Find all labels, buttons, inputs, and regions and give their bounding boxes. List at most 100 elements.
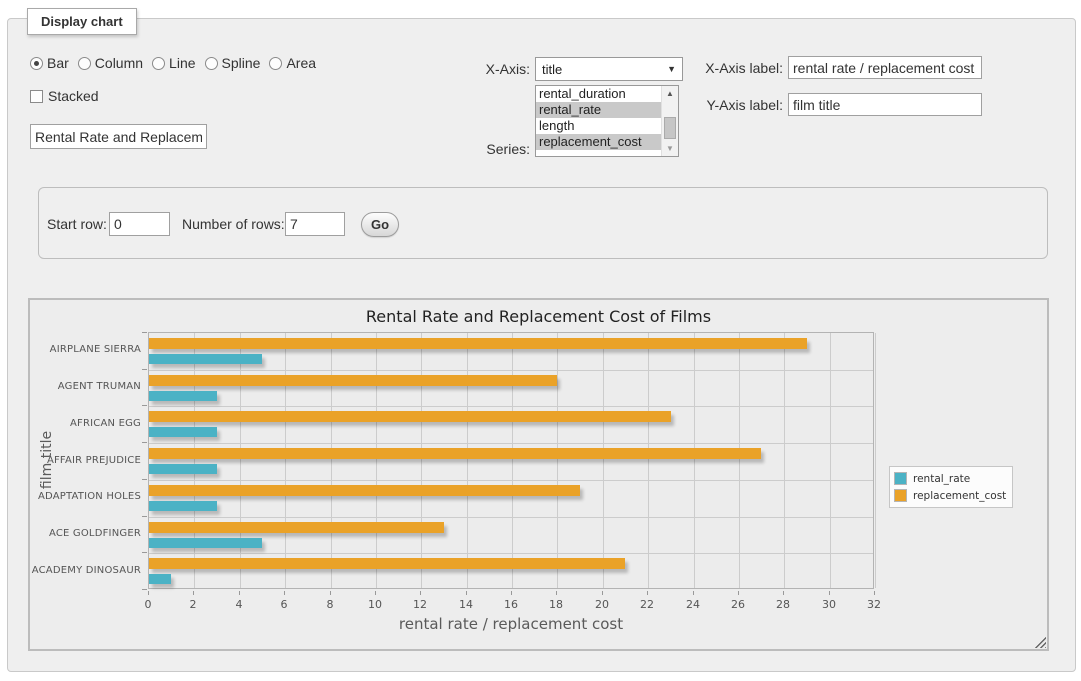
gridline-vertical bbox=[557, 333, 558, 588]
chart-title-input[interactable] bbox=[30, 124, 207, 149]
scroll-down-icon[interactable]: ▼ bbox=[662, 141, 678, 156]
scrollbar-thumb[interactable] bbox=[664, 117, 676, 139]
radio-button-icon[interactable] bbox=[78, 57, 91, 70]
x-tick-label: 16 bbox=[491, 598, 531, 611]
series-option-length[interactable]: length bbox=[536, 118, 661, 134]
x-tick-mark bbox=[647, 591, 648, 595]
gridline-vertical bbox=[648, 333, 649, 588]
x-tick-label: 24 bbox=[673, 598, 713, 611]
gridline-vertical bbox=[331, 333, 332, 588]
bar-rental_rate bbox=[149, 464, 217, 474]
legend-item-rental_rate: rental_rate bbox=[894, 470, 1006, 487]
y-tick-mark bbox=[142, 332, 147, 333]
x-tick-mark bbox=[783, 591, 784, 595]
x-tick-label: 6 bbox=[264, 598, 304, 611]
y-tick-mark bbox=[142, 589, 147, 590]
category-label: ACADEMY DINOSAUR bbox=[29, 565, 141, 576]
go-button[interactable]: Go bbox=[361, 212, 399, 237]
category-label: ADAPTATION HOLES bbox=[29, 491, 141, 502]
gridline-vertical bbox=[194, 333, 195, 588]
gridline-vertical bbox=[512, 333, 513, 588]
x-axis-title: rental rate / replacement cost bbox=[148, 615, 874, 633]
bar-replacement_cost bbox=[149, 448, 761, 459]
x-tick-mark bbox=[375, 591, 376, 595]
x-tick-mark bbox=[602, 591, 603, 595]
gridline-vertical bbox=[467, 333, 468, 588]
x-tick-mark bbox=[420, 591, 421, 595]
radio-button-icon[interactable] bbox=[269, 57, 282, 70]
page: Display chart BarColumnLineSplineArea St… bbox=[0, 0, 1081, 681]
x-tick-mark bbox=[511, 591, 512, 595]
bar-rental_rate bbox=[149, 427, 217, 437]
bar-replacement_cost bbox=[149, 485, 580, 496]
x-tick-label: 0 bbox=[128, 598, 168, 611]
bar-replacement_cost bbox=[149, 338, 807, 349]
resize-grip-icon[interactable] bbox=[1034, 636, 1046, 648]
num-rows-input[interactable] bbox=[285, 212, 345, 236]
x-tick-mark bbox=[693, 591, 694, 595]
y-tick-mark bbox=[142, 405, 147, 406]
x-tick-label: 26 bbox=[718, 598, 758, 611]
bar-rental_rate bbox=[149, 354, 262, 364]
series-option-replacement_cost[interactable]: replacement_cost bbox=[536, 134, 661, 150]
start-row-input[interactable] bbox=[109, 212, 170, 236]
category-label: ACE GOLDFINGER bbox=[29, 528, 141, 539]
bar-rental_rate bbox=[149, 538, 262, 548]
category-label: AFFAIR PREJUDICE bbox=[29, 455, 141, 466]
scroll-up-icon[interactable]: ▲ bbox=[662, 86, 678, 101]
x-tick-mark bbox=[284, 591, 285, 595]
x-tick-label: 12 bbox=[400, 598, 440, 611]
x-axis-label-label: X-Axis label: bbox=[695, 60, 783, 76]
legend-label: rental_rate bbox=[913, 473, 970, 485]
legend-swatch-icon bbox=[894, 489, 907, 502]
series-option-rental_rate[interactable]: rental_rate bbox=[536, 102, 661, 118]
num-rows-label: Number of rows: bbox=[182, 216, 285, 232]
category-label: AGENT TRUMAN bbox=[29, 381, 141, 392]
radio-label: Bar bbox=[47, 55, 69, 71]
x-tick-mark bbox=[148, 591, 149, 595]
radio-button-icon[interactable] bbox=[30, 57, 43, 70]
bar-rental_rate bbox=[149, 501, 217, 511]
x-axis-label-input[interactable] bbox=[788, 56, 982, 79]
x-tick-label: 22 bbox=[627, 598, 667, 611]
category-label: AFRICAN EGG bbox=[29, 418, 141, 429]
chart-type-option-column[interactable]: Column bbox=[78, 55, 143, 71]
gridline-horizontal bbox=[149, 517, 873, 518]
legend-swatch-icon bbox=[894, 472, 907, 485]
x-tick-label: 20 bbox=[582, 598, 622, 611]
y-tick-mark bbox=[142, 516, 147, 517]
y-tick-mark bbox=[142, 552, 147, 553]
bar-replacement_cost bbox=[149, 411, 671, 422]
y-axis-label-input[interactable] bbox=[788, 93, 982, 116]
x-tick-mark bbox=[738, 591, 739, 595]
gridline-horizontal bbox=[149, 443, 873, 444]
gridline-horizontal bbox=[149, 480, 873, 481]
series-listbox[interactable]: rental_durationrental_ratelengthreplacem… bbox=[535, 85, 679, 157]
x-tick-mark bbox=[874, 591, 875, 595]
legend-label: replacement_cost bbox=[913, 490, 1006, 502]
series-option-rental_duration[interactable]: rental_duration bbox=[536, 86, 661, 102]
chart-type-option-line[interactable]: Line bbox=[152, 55, 195, 71]
radio-button-icon[interactable] bbox=[152, 57, 165, 70]
x-tick-mark bbox=[466, 591, 467, 595]
chart-type-option-spline[interactable]: Spline bbox=[205, 55, 261, 71]
bar-replacement_cost bbox=[149, 558, 625, 569]
gridline-vertical bbox=[285, 333, 286, 588]
chart-legend: rental_rate replacement_cost bbox=[889, 466, 1013, 508]
y-axis-label-label: Y-Axis label: bbox=[695, 97, 783, 113]
x-tick-mark bbox=[556, 591, 557, 595]
stacked-checkbox[interactable] bbox=[30, 90, 43, 103]
gridline-vertical bbox=[784, 333, 785, 588]
chart-type-option-bar[interactable]: Bar bbox=[30, 55, 69, 71]
series-list-scrollbar[interactable]: ▲ ▼ bbox=[661, 86, 678, 156]
x-tick-mark bbox=[193, 591, 194, 595]
chart-type-option-area[interactable]: Area bbox=[269, 55, 316, 71]
gridline-vertical bbox=[830, 333, 831, 588]
radio-button-icon[interactable] bbox=[205, 57, 218, 70]
x-axis-select[interactable]: title ▼ bbox=[535, 57, 683, 81]
x-tick-label: 2 bbox=[173, 598, 213, 611]
gridline-vertical bbox=[694, 333, 695, 588]
x-tick-mark bbox=[239, 591, 240, 595]
x-tick-label: 32 bbox=[854, 598, 894, 611]
radio-label: Line bbox=[169, 55, 195, 71]
